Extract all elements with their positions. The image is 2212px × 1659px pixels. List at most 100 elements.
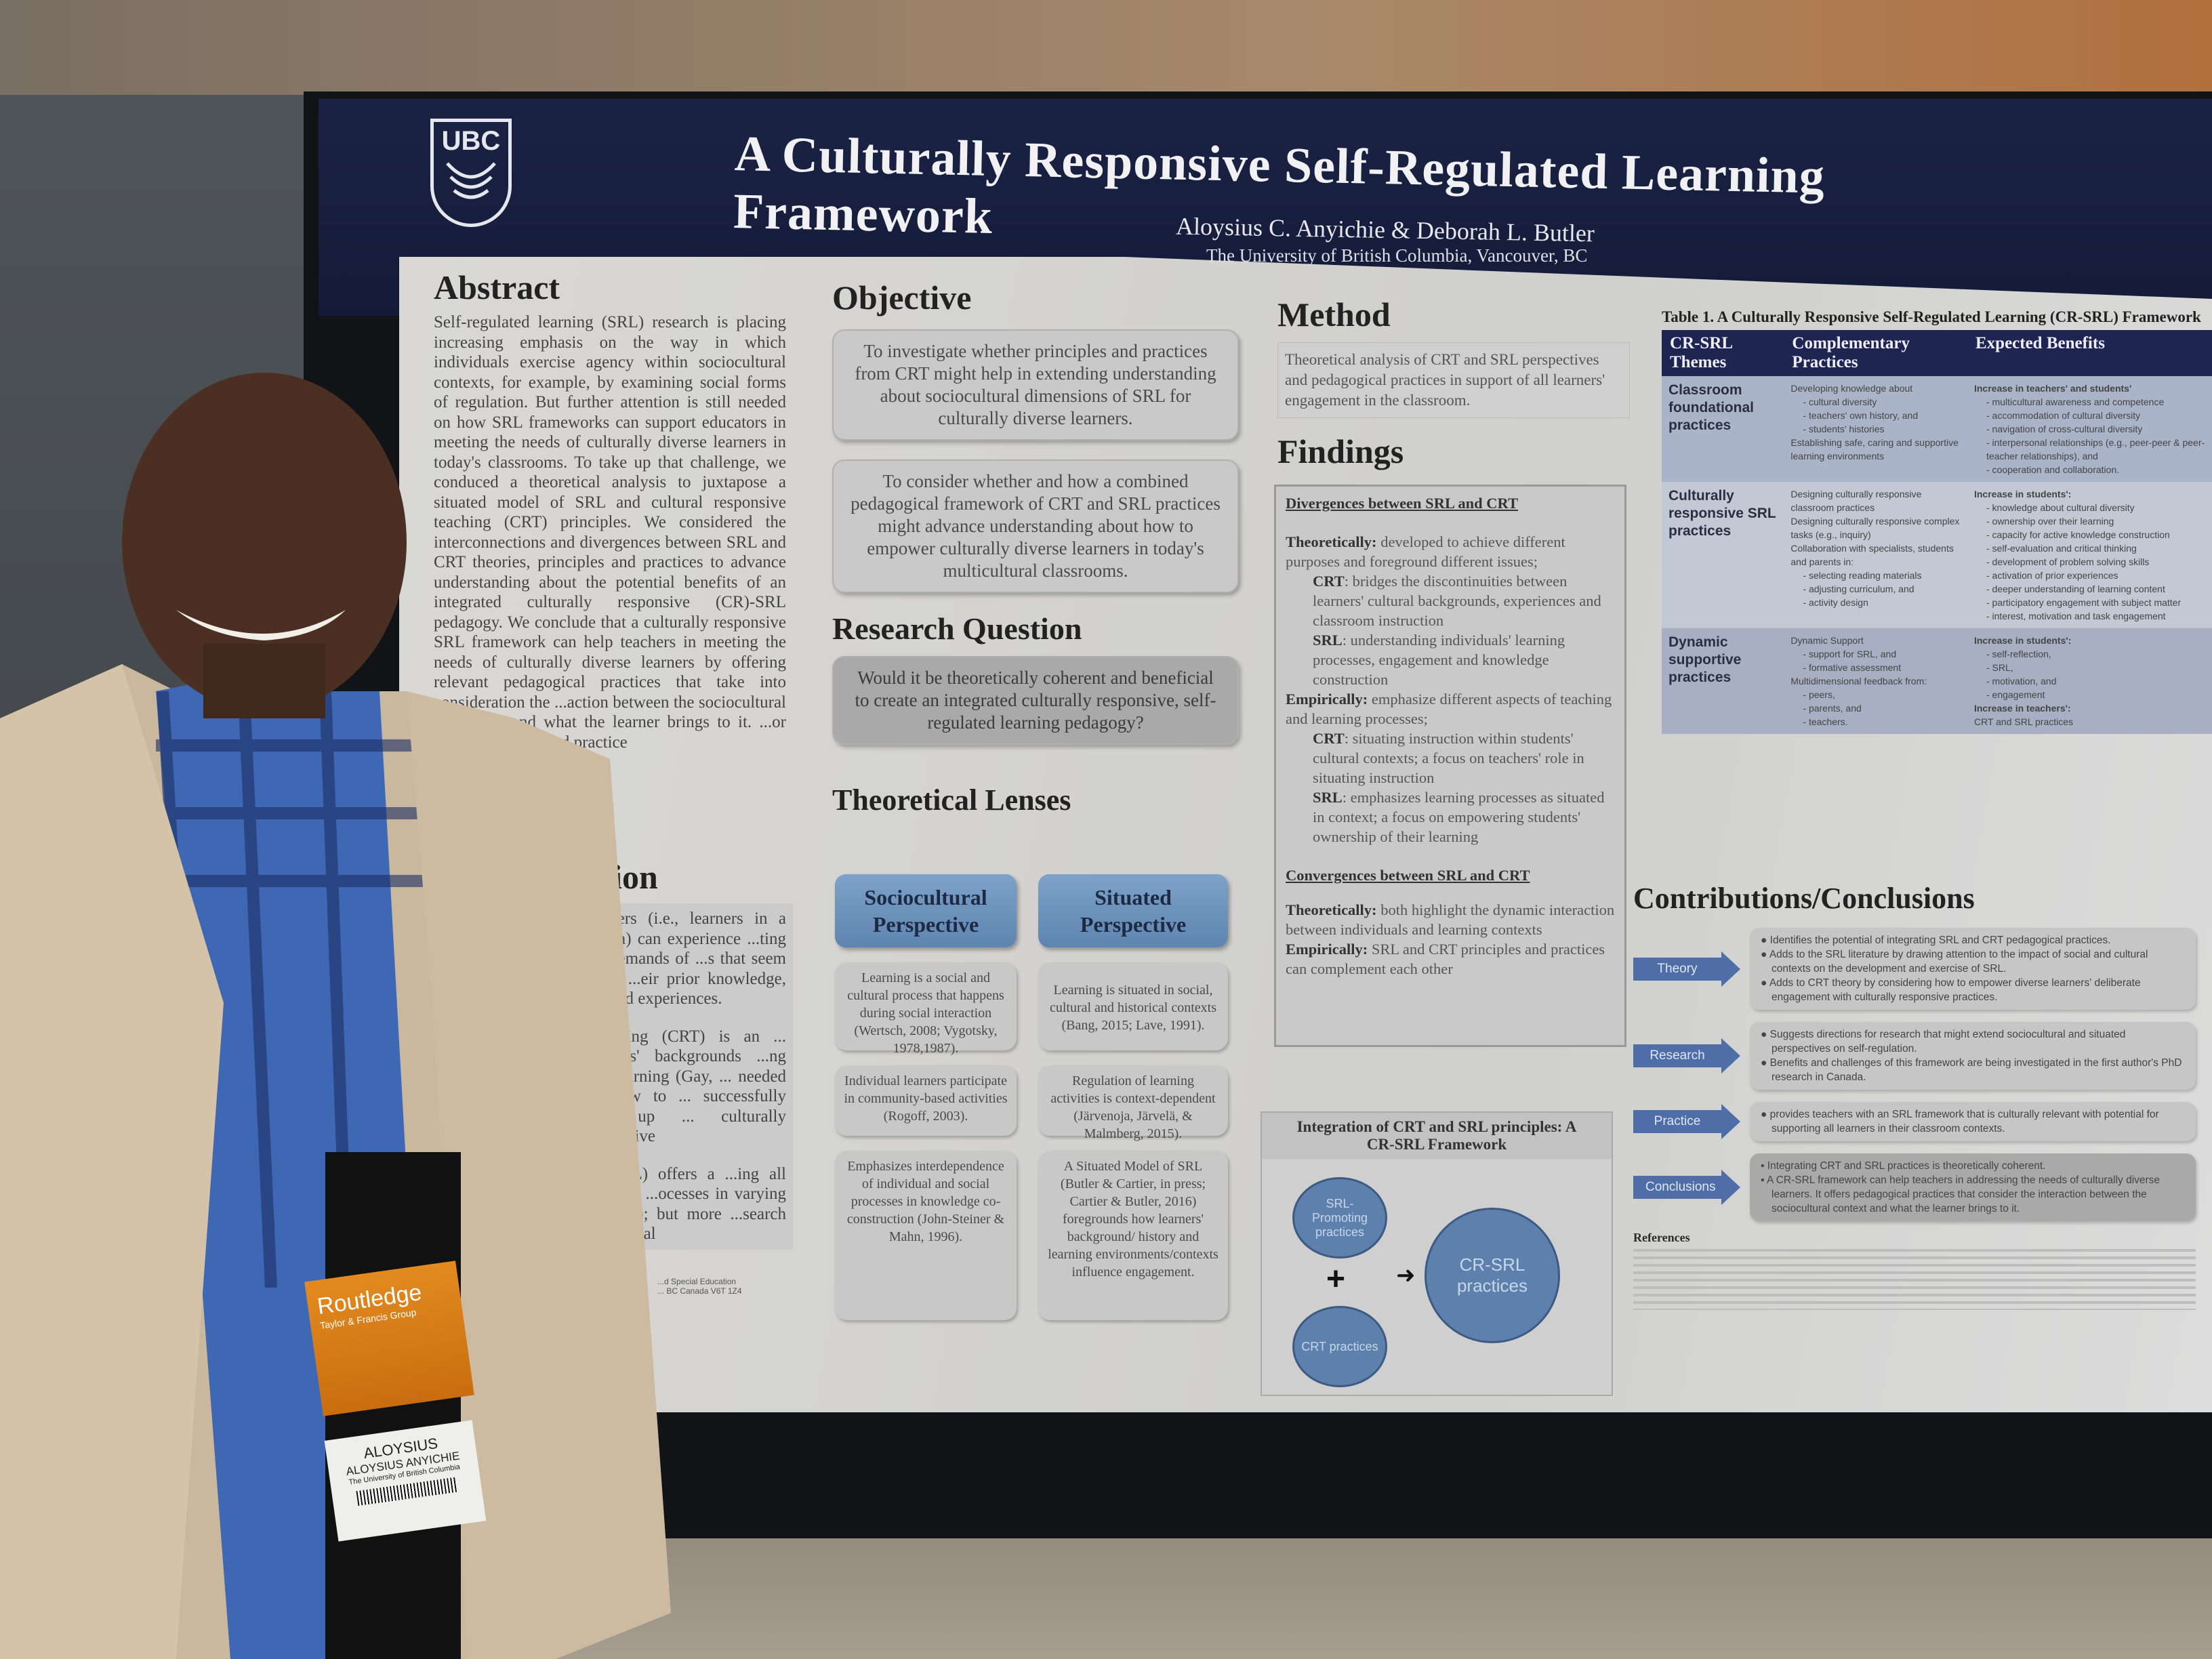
label: SRL [1313, 632, 1343, 649]
cell-line: Increase in students': [1973, 489, 2072, 499]
cell-line: Designing culturally responsive complex … [1790, 516, 1960, 540]
ubc-logo: UBC [430, 119, 512, 227]
lenses-heading: Theoretical Lenses [832, 783, 1071, 817]
text: : bridges the discontinuities between le… [1313, 573, 1601, 629]
cell-line: - activation of prior experiences [1986, 570, 2118, 581]
integration-title: Integration of CRT and SRL principles: A… [1262, 1113, 1612, 1159]
cell-line: - participatory engagement with subject … [1986, 597, 2182, 608]
cell-line: - selecting reading materials [1803, 570, 1922, 581]
practices-cell: Developing knowledge about - cultural div… [1784, 376, 1967, 482]
arrow-tip [1721, 951, 1740, 987]
cell-line: - self-reflection, [1986, 649, 2051, 659]
objective-item: To consider whether and how a combined p… [832, 459, 1239, 593]
cell-line: - development of problem solving skills [1986, 556, 2150, 567]
contribution-box: ● Suggests directions for research that … [1750, 1022, 2196, 1090]
cell-line: - self-evaluation and critical thinking [1986, 543, 2137, 554]
cell-line: Increase in students': [1973, 635, 2072, 646]
divergences-title: Divergences between SRL and CRT [1286, 495, 1518, 512]
footer-line: ... BC Canada V6T 1Z4 [657, 1286, 742, 1296]
contributions-groups: Theory ● Identifies the potential of inte… [1633, 928, 2196, 1221]
wall-top [0, 0, 2212, 95]
table-row: Dynamic supportive practices Dynamic Supp… [1662, 628, 2212, 734]
cell-line: Establishing safe, caring and supportive… [1790, 437, 1959, 462]
theme-cell: Culturally responsive SRL practices [1662, 482, 1784, 628]
objective-section: Objective To investigate whether princip… [832, 278, 1239, 817]
cell-line: - interest, motivation and task engageme… [1986, 611, 2166, 621]
framework-table: CR-SRL Themes Complementary Practices Expe… [1662, 330, 2212, 734]
references-heading: References [1633, 1231, 1690, 1244]
contribution-group: Theory ● Identifies the potential of inte… [1633, 928, 2196, 1010]
label: Theoretically: [1286, 533, 1377, 550]
contribution-group: Conclusions ▪ Integrating CRT and SRL pra… [1633, 1153, 2196, 1221]
lens-item: Emphasizes interdependence of individual… [835, 1151, 1017, 1320]
contribution-group: Practice ● provides teachers with an SRL … [1633, 1102, 2196, 1141]
cell-line: - parents, and [1803, 703, 1862, 714]
footer-line: ...d Special Education [657, 1276, 737, 1286]
table-caption: Table 1. A Culturally Responsive Self-Re… [1662, 308, 2201, 325]
logo-text: UBC [441, 126, 501, 156]
benefits-cell: Increase in students': - self-reflection,… [1967, 628, 2212, 734]
cell-line: Dynamic Support [1790, 635, 1864, 646]
cell-line: - accommodation of cultural diversity [1986, 410, 2141, 421]
theme-cell: Classroom foundational practices [1662, 376, 1784, 482]
contribution-item: ● Benefits and challenges of this framew… [1761, 1057, 2182, 1083]
cell-line: Multidimensional feedback from: [1790, 676, 1927, 687]
contribution-box: ▪ Integrating CRT and SRL practices is t… [1750, 1153, 2196, 1221]
contributions-heading: Contributions/Conclusions [1633, 882, 1975, 915]
contribution-box: ● Identifies the potential of integratin… [1750, 928, 2196, 1010]
contribution-item: ● Adds to CRT theory by considering how … [1761, 977, 2141, 1003]
contribution-item: ▪ A CR-SRL framework can help teachers i… [1761, 1174, 2160, 1214]
cr-srl-circle: CR-SRL practices [1425, 1208, 1560, 1343]
method-heading: Method [1277, 295, 1391, 333]
cell-line: - deeper understanding of learning conte… [1986, 583, 2165, 594]
cell-line: - teachers. [1803, 716, 1848, 727]
cell-line: - engagement [1986, 689, 2045, 700]
cell-line: - support for SRL, and [1803, 649, 1897, 659]
label: SRL [1313, 789, 1343, 806]
abstract-text: Self-regulated learning (SRL) research i… [434, 313, 786, 752]
head [122, 373, 407, 712]
lens-item: A Situated Model of SRL (Butler & Cartie… [1038, 1151, 1228, 1320]
practices-cell: Designing culturally responsive classroo… [1784, 482, 1967, 628]
text: : emphasizes learning processes as situa… [1313, 789, 1605, 845]
cell-line: - ownership over their learning [1986, 516, 2114, 527]
method-section: Method Theoretical analysis of CRT and S… [1277, 295, 1630, 471]
label: Empirically: [1286, 691, 1368, 708]
benefits-cell: Increase in teachers' and students' - mul… [1967, 376, 2212, 482]
cell-line: - navigation of cross-cultural diversity [1986, 424, 2143, 434]
contribution-group: Research ● Suggests directions for resear… [1633, 1022, 2196, 1090]
objective-item: To investigate whether principles and pr… [832, 329, 1239, 441]
theme-cell: Dynamic supportive practices [1662, 628, 1784, 734]
cell-line: - interpersonal relationships (e.g., pee… [1986, 437, 2205, 462]
cell-line: - multicultural awareness and competence [1986, 396, 2165, 407]
cell-line: Designing culturally responsive classroo… [1790, 489, 1922, 513]
cell-line: - cultural diversity [1803, 396, 1877, 407]
cell-line: - teachers' own history, and [1803, 410, 1919, 421]
label: CRT [1313, 573, 1345, 590]
contribution-item: ● Adds to the SRL literature by drawing … [1761, 949, 2148, 975]
col-header: CR-SRL Themes [1662, 330, 1784, 376]
cell-line: - adjusting curriculum, and [1803, 583, 1914, 594]
name-badge: ALOYSIUS ALOYSIUS ANYICHIE The Universit… [324, 1420, 487, 1542]
framework-table-section: Table 1. A Culturally Responsive Self-Re… [1662, 308, 2212, 734]
table-row: Culturally responsive SRL practices Desig… [1662, 482, 2212, 628]
objective-heading: Objective [832, 279, 972, 316]
contribution-item: ● Identifies the potential of integratin… [1761, 935, 2111, 946]
cell-line: - capacity for active knowledge construc… [1986, 529, 2170, 540]
poster-affiliation: The University of British Columbia, Vanc… [1206, 245, 1588, 266]
findings-box: Divergences between SRL and CRT Theoreti… [1274, 485, 1626, 1047]
contribution-item: ● Suggests directions for research that … [1761, 1029, 2126, 1054]
abstract-section: Abstract Self-regulated learning (SRL) r… [434, 268, 786, 752]
contribution-label: Research [1633, 1044, 1721, 1067]
label: Empirically: [1286, 941, 1368, 958]
text: : situating instruction within students'… [1313, 730, 1584, 786]
cell-line: - students' histories [1803, 424, 1885, 434]
plus-icon: + [1326, 1261, 1346, 1297]
cell-line: - activity design [1803, 597, 1868, 608]
situated-title: Situated Perspective [1038, 874, 1228, 947]
arrow-tip [1721, 1038, 1740, 1073]
text: SRL and CRT principles and practices can… [1286, 941, 1605, 977]
srl-circle: SRL-Promoting practices [1292, 1177, 1387, 1258]
lens-item: Learning is situated in social, cultural… [1038, 962, 1228, 1050]
abstract-heading: Abstract [434, 268, 560, 306]
